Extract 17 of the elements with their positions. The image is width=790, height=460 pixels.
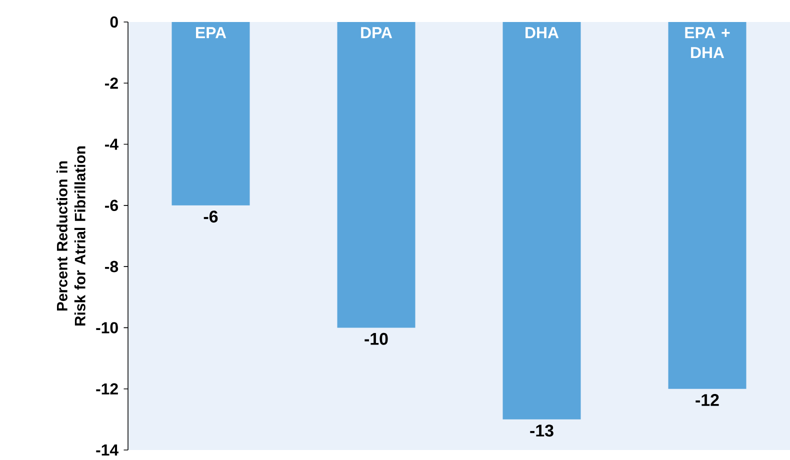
y-tick-label: 0	[110, 16, 118, 28]
y-tick-label: -14	[96, 444, 118, 456]
y-tick-label: -8	[105, 260, 118, 272]
data-label: -12	[696, 394, 719, 406]
x-tick-label: DHA	[526, 26, 559, 38]
y-tick-label: -12	[96, 383, 118, 394]
x-tick-label: DPA	[361, 26, 392, 38]
y-tick-label: -2	[105, 77, 118, 88]
y-axis-title: Percent Reduction in Risk for Atrial Fibrillation	[56, 146, 86, 326]
data-label: -13	[530, 424, 554, 436]
data-label: -6	[204, 210, 218, 222]
y-tick-label: -6	[105, 200, 118, 211]
y-tick-label: -10	[96, 322, 118, 334]
data-label: -10	[364, 332, 388, 345]
y-tick-label: -4	[105, 138, 118, 150]
x-tick-label: EPA + DHA	[685, 26, 730, 58]
x-tick-label: EPA	[196, 26, 226, 38]
